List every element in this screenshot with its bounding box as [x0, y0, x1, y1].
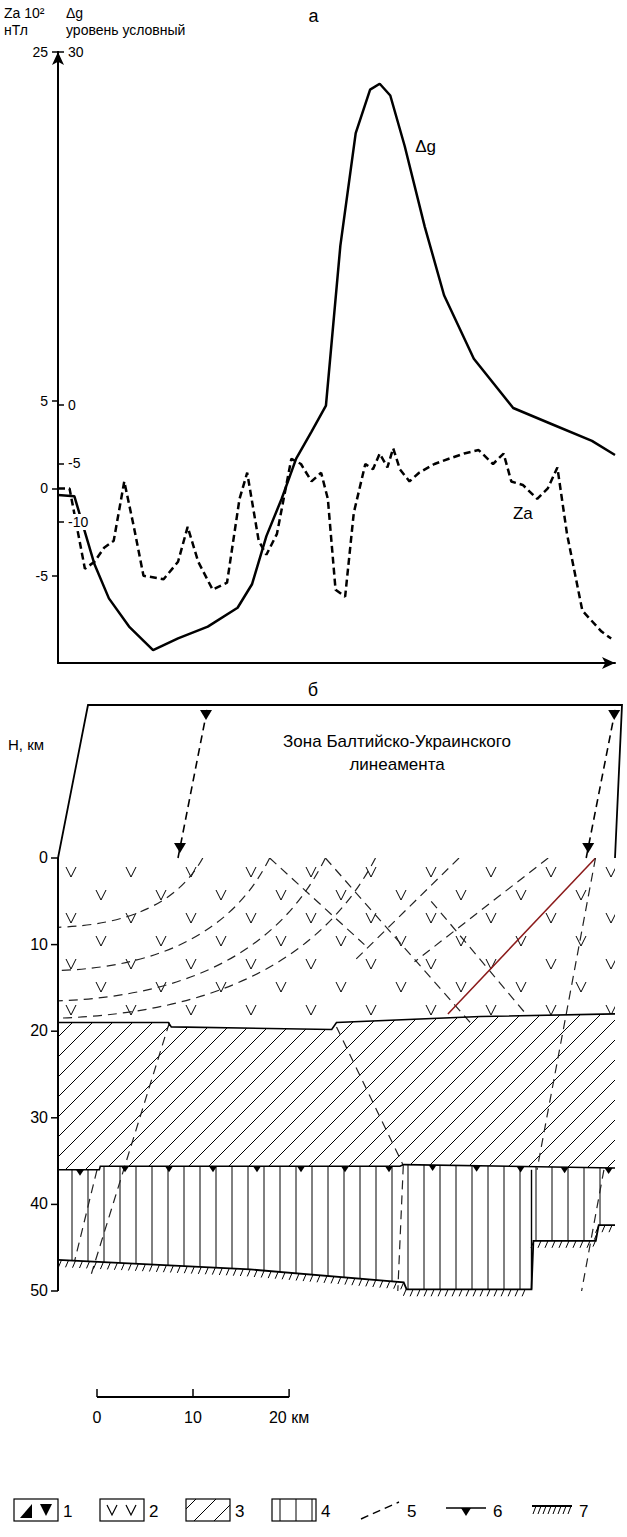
- svg-text:25: 25: [32, 44, 48, 60]
- svg-text:0: 0: [93, 1409, 102, 1426]
- svg-text:0: 0: [39, 849, 48, 866]
- svg-text:40: 40: [30, 1195, 48, 1212]
- svg-text:5: 5: [40, 393, 48, 409]
- svg-text:2: 2: [149, 1502, 158, 1521]
- svg-text:б: б: [308, 680, 318, 700]
- svg-text:3: 3: [235, 1502, 244, 1521]
- svg-text:20: 20: [30, 1022, 48, 1039]
- svg-text:Δg: Δg: [66, 5, 83, 21]
- svg-text:Зона Балтийско-Украинского: Зона Балтийско-Украинского: [283, 732, 511, 751]
- svg-text:6: 6: [493, 1502, 502, 1521]
- svg-text:линеамента: линеамента: [349, 755, 445, 774]
- svg-text:H, км: H, км: [8, 736, 44, 753]
- svg-text:а: а: [308, 6, 319, 26]
- svg-text:4: 4: [321, 1502, 330, 1521]
- svg-text:нТл: нТл: [4, 22, 28, 38]
- svg-text:Δg: Δg: [415, 137, 436, 156]
- svg-text:Za: Za: [513, 504, 533, 523]
- svg-text:уровень условный: уровень условный: [66, 22, 185, 38]
- svg-text:7: 7: [579, 1502, 588, 1521]
- svg-text:1: 1: [63, 1502, 72, 1521]
- svg-text:20 км: 20 км: [269, 1409, 309, 1426]
- svg-text:Za 10²: Za 10²: [4, 5, 45, 21]
- svg-text:0: 0: [68, 397, 76, 413]
- svg-text:-5: -5: [36, 568, 49, 584]
- svg-text:0: 0: [40, 480, 48, 496]
- svg-text:50: 50: [30, 1282, 48, 1299]
- svg-text:10: 10: [30, 936, 48, 953]
- svg-text:5: 5: [407, 1502, 416, 1521]
- svg-text:-5: -5: [68, 455, 81, 471]
- svg-text:10: 10: [184, 1409, 202, 1426]
- svg-text:30: 30: [30, 1109, 48, 1126]
- svg-text:30: 30: [68, 44, 84, 60]
- svg-text:-10: -10: [68, 514, 88, 530]
